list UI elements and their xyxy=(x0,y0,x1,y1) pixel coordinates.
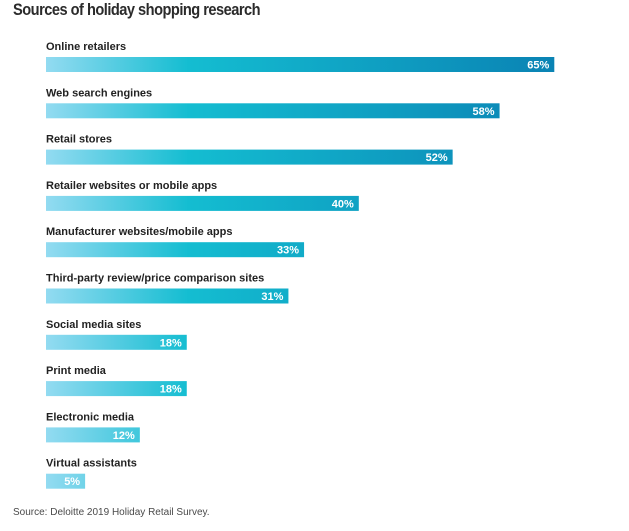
category-label: Print media xyxy=(46,365,107,377)
bar xyxy=(46,427,140,443)
value-label: 52% xyxy=(426,152,448,164)
value-label: 58% xyxy=(473,106,495,118)
source-note: Source: Deloitte 2019 Holiday Retail Sur… xyxy=(13,507,210,518)
category-label: Retail stores xyxy=(46,134,112,146)
value-label: 40% xyxy=(332,198,354,210)
category-label: Web search engines xyxy=(46,87,152,99)
bar xyxy=(46,381,187,397)
bar xyxy=(46,195,359,211)
bar xyxy=(46,149,453,165)
bar xyxy=(46,57,555,72)
category-label: Online retailers xyxy=(46,41,126,53)
category-label: Third-party review/price comparison site… xyxy=(46,273,264,285)
category-label: Retailer websites or mobile apps xyxy=(46,180,217,192)
category-label: Electronic media xyxy=(46,411,135,423)
value-label: 31% xyxy=(261,291,283,303)
value-label: 12% xyxy=(113,430,135,442)
bar xyxy=(46,473,86,489)
bar xyxy=(46,288,289,304)
category-label: Social media sites xyxy=(46,319,141,331)
bar xyxy=(46,242,305,258)
chart-title: Sources of holiday shopping research xyxy=(13,0,261,19)
bar xyxy=(46,334,187,350)
category-label: Manufacturer websites/mobile apps xyxy=(46,226,232,238)
bar xyxy=(46,103,500,119)
value-label: 18% xyxy=(160,384,182,396)
value-label: 33% xyxy=(277,245,299,257)
value-label: 5% xyxy=(64,476,80,488)
category-label: Virtual assistants xyxy=(46,458,137,470)
value-label: 65% xyxy=(527,60,549,72)
value-label: 18% xyxy=(160,337,182,349)
